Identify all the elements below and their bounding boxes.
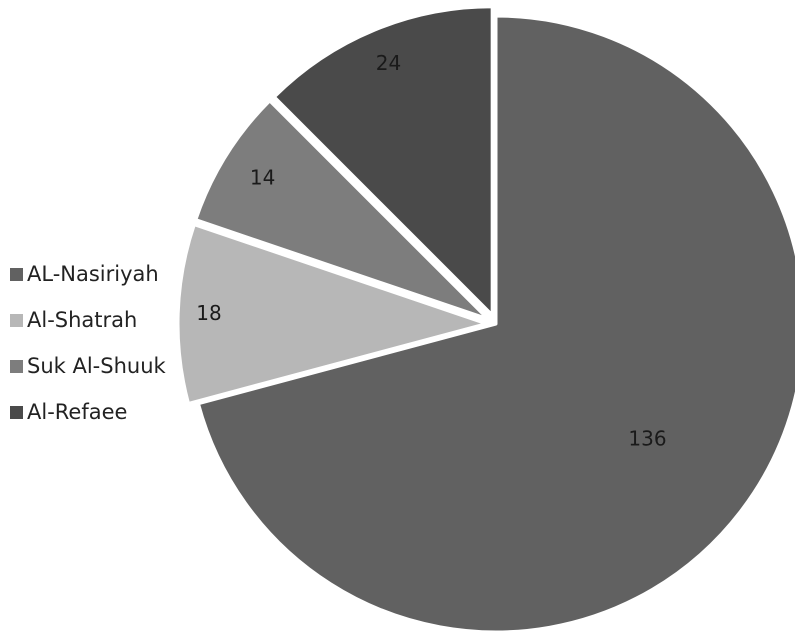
data-label-suk-al-shuuk: 14 [250,165,275,189]
legend-item-al-nasiriyah: AL-Nasiriyah [10,262,166,286]
pie-slices [176,5,795,633]
pie-data-labels: 136 18 14 24 [196,51,666,451]
pie-slice-suk-al-shuuk [194,99,490,321]
legend-label-al-nasiriyah: AL-Nasiriyah [27,262,159,286]
data-label-al-nasiriyah: 136 [628,427,666,451]
legend-swatch-al-refaee [10,405,23,419]
legend-item-al-refaee: Al-Refaee [10,400,166,424]
pie-slice-al-refaee [272,5,494,317]
legend-swatch-suk-al-shuuk [10,359,23,373]
legend-swatch-al-shatrah [10,313,23,327]
legend: AL-Nasiriyah Al-Shatrah Suk Al-Shuuk Al-… [10,262,166,424]
pie-slice-al-shatrah [176,223,488,405]
data-label-al-refaee: 24 [376,51,401,75]
legend-item-al-shatrah: Al-Shatrah [10,308,166,332]
legend-label-al-shatrah: Al-Shatrah [27,308,138,332]
data-label-al-shatrah: 18 [196,301,221,325]
legend-item-suk-al-shuuk: Suk Al-Shuuk [10,354,166,378]
legend-swatch-al-nasiriyah [10,267,23,281]
legend-label-suk-al-shuuk: Suk Al-Shuuk [27,354,166,378]
legend-label-al-refaee: Al-Refaee [27,400,128,424]
pie-slice-al-nasiriyah [196,14,795,633]
